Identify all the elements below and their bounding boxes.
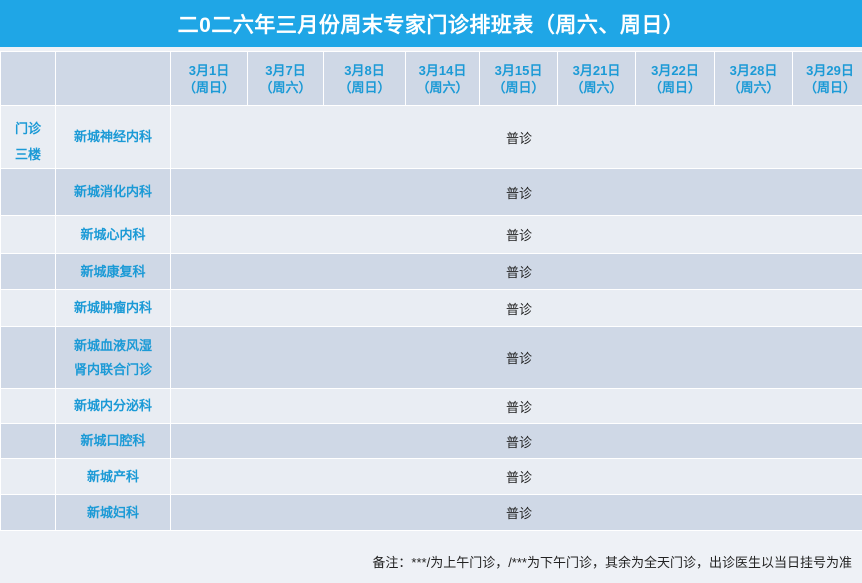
schedule-mark: 普诊 — [170, 105, 862, 169]
schedule-mark: 普诊 — [170, 458, 862, 495]
floor-spacer — [0, 326, 56, 389]
date-header: 3月7日 （周六） — [247, 51, 324, 106]
floor-spacer — [0, 168, 56, 216]
schedule-mark: 普诊 — [170, 215, 862, 254]
schedule-mark: 普诊 — [170, 326, 862, 389]
floor-line1: 门诊 — [14, 121, 41, 136]
date-header: 3月22日 （周日） — [635, 51, 715, 106]
weekday-label: （周六） — [727, 79, 780, 95]
department-name: 新城口腔科 — [55, 423, 171, 459]
schedule-table: 3月1日 （周日） 3月7日 （周六） 3月8日 （周日） 3月14日 （周六） 3月1… — [0, 51, 862, 531]
table-row: 门诊 三楼 新城神经内科 普诊 — [0, 105, 862, 169]
schedule-mark: 普诊 — [170, 388, 862, 424]
table-row: 新城产科 普诊 — [0, 458, 862, 495]
date-header: 3月29日 （周日） — [792, 51, 862, 106]
department-name: 新城心内科 — [55, 215, 171, 254]
department-name: 新城消化内科 — [55, 168, 171, 216]
weekday-label: （周六） — [570, 79, 623, 95]
floor-spacer — [0, 253, 56, 290]
date-header: 3月21日 （周六） — [557, 51, 636, 106]
date-label: 3月29日 — [806, 62, 854, 78]
floor-spacer — [0, 423, 56, 459]
schedule-mark: 普诊 — [170, 253, 862, 290]
table-row: 新城口腔科 普诊 — [0, 423, 862, 459]
date-label: 3月21日 — [572, 62, 621, 78]
department-name: 新城妇科 — [55, 494, 171, 531]
weekday-label: （周日） — [338, 79, 391, 95]
floor-spacer — [0, 289, 56, 327]
department-name: 新城产科 — [55, 458, 171, 495]
header-row: 3月1日 （周日） 3月7日 （周六） 3月8日 （周日） 3月14日 （周六） 3月1… — [0, 51, 862, 106]
department-name: 新城内分泌科 — [55, 388, 171, 424]
weekday-label: （周日） — [803, 79, 856, 95]
department-name: 新城血液风湿 肾内联合门诊 — [55, 326, 171, 389]
date-header: 3月28日 （周六） — [714, 51, 793, 106]
department-name-line1: 新城血液风湿 — [73, 337, 152, 353]
floor-spacer — [0, 494, 56, 531]
table-row: 新城康复科 普诊 — [0, 253, 862, 290]
schedule-mark: 普诊 — [170, 423, 862, 459]
department-name-line2: 肾内联合门诊 — [73, 361, 152, 377]
table-row: 新城内分泌科 普诊 — [0, 388, 862, 424]
header-blank-dept — [55, 51, 171, 106]
schedule-mark: 普诊 — [170, 168, 862, 216]
department-name: 新城肿瘤内科 — [55, 289, 171, 327]
date-label: 3月14日 — [418, 62, 467, 78]
department-name: 新城神经内科 — [55, 105, 171, 169]
date-header: 3月15日 （周日） — [479, 51, 558, 106]
date-label: 3月8日 — [344, 62, 385, 78]
schedule-mark: 普诊 — [170, 289, 862, 327]
date-label: 3月7日 — [265, 62, 306, 78]
header-blank-floor — [0, 51, 56, 106]
floor-spacer — [0, 215, 56, 254]
weekday-label: （周日） — [648, 79, 701, 95]
floor-label: 门诊 三楼 — [0, 105, 56, 169]
table-row: 新城肿瘤内科 普诊 — [0, 289, 862, 327]
department-name: 新城康复科 — [55, 253, 171, 290]
date-label: 3月15日 — [494, 62, 543, 78]
table-row: 新城血液风湿 肾内联合门诊 普诊 — [0, 326, 862, 389]
date-label: 3月1日 — [188, 62, 230, 78]
table-row: 新城心内科 普诊 — [0, 215, 862, 254]
date-header: 3月8日 （周日） — [323, 51, 406, 106]
date-header: 3月1日 （周日） — [170, 51, 248, 106]
date-label: 3月22日 — [651, 62, 699, 78]
date-label: 3月28日 — [729, 62, 778, 78]
weekday-label: （周六） — [259, 79, 312, 95]
weekday-label: （周日） — [182, 79, 235, 95]
page-title: 二0二六年三月份周末专家门诊排班表（周六、周日） — [0, 0, 862, 47]
footer-note: 备注：***/为上午门诊，/***为下午门诊，其余为全天门诊，出诊医生以当日挂号… — [372, 555, 852, 570]
floor-line2: 三楼 — [14, 147, 41, 162]
weekday-label: （周日） — [492, 79, 545, 95]
floor-spacer — [0, 458, 56, 495]
weekday-label: （周六） — [416, 79, 469, 95]
table-row: 新城消化内科 普诊 — [0, 168, 862, 216]
date-header: 3月14日 （周六） — [405, 51, 480, 106]
schedule-mark: 普诊 — [170, 494, 862, 531]
table-row: 新城妇科 普诊 — [0, 494, 862, 531]
floor-spacer — [0, 388, 56, 424]
